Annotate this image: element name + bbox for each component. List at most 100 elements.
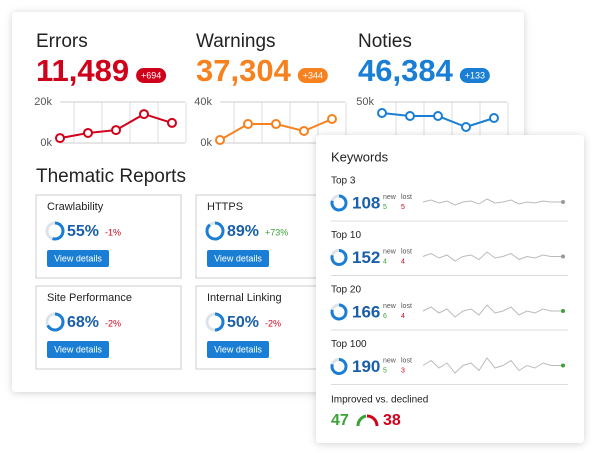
count: 108 [352, 193, 380, 212]
score: 89% [227, 223, 259, 240]
sparkline [422, 357, 563, 374]
point [243, 119, 253, 130]
point [405, 111, 415, 122]
group-name: Top 100 [331, 339, 367, 350]
report-name: Crawlability [47, 201, 104, 213]
y-tick-label: 40k [194, 96, 212, 108]
metric-total: 37,304 [196, 53, 292, 88]
point [83, 127, 93, 138]
change: -1% [105, 227, 121, 237]
y-tick-label: 0k [200, 137, 212, 149]
view-details-label: View details [214, 344, 262, 354]
keyword-ring [330, 358, 348, 375]
lost-value: 5 [401, 204, 405, 211]
change-badge [136, 68, 167, 83]
point [377, 107, 387, 118]
point [215, 135, 225, 146]
new-value: 6 [383, 313, 387, 320]
lost-label: lost [401, 303, 412, 310]
count: 166 [352, 302, 380, 321]
keyword-ring [330, 249, 348, 266]
change: -2% [265, 318, 281, 328]
gauge-green [356, 414, 367, 427]
point [55, 133, 65, 144]
new-value: 4 [383, 258, 387, 265]
view-details-label: View details [54, 344, 102, 354]
keywords-title: Keywords [331, 149, 389, 164]
change-text: +344 [303, 70, 323, 80]
sparkline-end [561, 200, 565, 204]
y-tick-label: 50k [356, 96, 374, 108]
report-name: Internal Linking [207, 292, 282, 304]
score: 68% [67, 314, 99, 331]
point [461, 122, 471, 133]
view-details-button[interactable] [47, 341, 109, 358]
change: -2% [105, 318, 121, 328]
count: 190 [352, 357, 380, 376]
report-name: HTTPS [207, 201, 243, 213]
point [489, 112, 499, 123]
lost-value: 4 [401, 313, 405, 320]
change-text: +133 [465, 70, 485, 80]
point [139, 109, 149, 120]
y-tick-label: 20k [34, 96, 52, 108]
group-name: Top 10 [331, 230, 361, 241]
lost-label: lost [401, 248, 412, 255]
metric-title: Errors [36, 31, 88, 52]
view-details-label: View details [54, 253, 102, 263]
change-badge [459, 68, 490, 83]
point [167, 117, 177, 128]
score: 50% [227, 314, 259, 331]
declined: 38 [383, 412, 401, 429]
keyword-ring [330, 194, 348, 212]
keyword-ring [330, 303, 348, 321]
y-tick-label: 0k [40, 137, 52, 149]
change-badge [297, 68, 328, 83]
view-details-button[interactable] [207, 341, 269, 358]
point [327, 114, 337, 125]
new-label: new [383, 194, 397, 201]
report-name: Site Performance [47, 292, 132, 304]
metric-title: Warnings [196, 31, 276, 52]
score-ring [52, 221, 65, 241]
sparkline-end [561, 254, 565, 259]
point [433, 111, 443, 122]
score-ring [46, 312, 65, 332]
new-label: new [383, 357, 397, 364]
sparkline [422, 304, 563, 318]
lost-value: 3 [401, 367, 405, 374]
sparkline-end [561, 309, 565, 313]
improved: 47 [331, 412, 349, 429]
new-value: 5 [383, 367, 387, 374]
group-name: Top 20 [331, 285, 361, 296]
new-label: new [383, 248, 397, 255]
sparkline-end [561, 363, 565, 368]
score-ring [214, 312, 225, 332]
change-text: +694 [141, 70, 161, 80]
new-value: 5 [383, 204, 387, 211]
change: +73% [265, 227, 288, 237]
point [111, 125, 121, 136]
lost-value: 4 [401, 258, 405, 265]
sparkline [422, 251, 563, 262]
gauge-red [366, 414, 379, 427]
score-ring [205, 221, 225, 241]
count: 152 [352, 248, 380, 267]
group-name: Top 3 [331, 176, 356, 187]
point [299, 126, 309, 137]
sparkline [422, 198, 563, 206]
view-details-button[interactable] [207, 250, 269, 267]
metric-total: 46,384 [358, 53, 454, 88]
summary-label: Improved vs. declined [331, 395, 428, 406]
new-label: new [383, 303, 397, 310]
point [271, 119, 281, 130]
view-details-button[interactable] [47, 250, 109, 267]
score: 55% [67, 223, 99, 240]
lost-label: lost [401, 357, 412, 364]
view-details-label: View details [214, 253, 262, 263]
section-title: Thematic Reports [36, 166, 186, 187]
metric-title: Noties [358, 31, 412, 52]
lost-label: lost [401, 194, 412, 201]
metric-total: 11,489 [36, 53, 129, 88]
